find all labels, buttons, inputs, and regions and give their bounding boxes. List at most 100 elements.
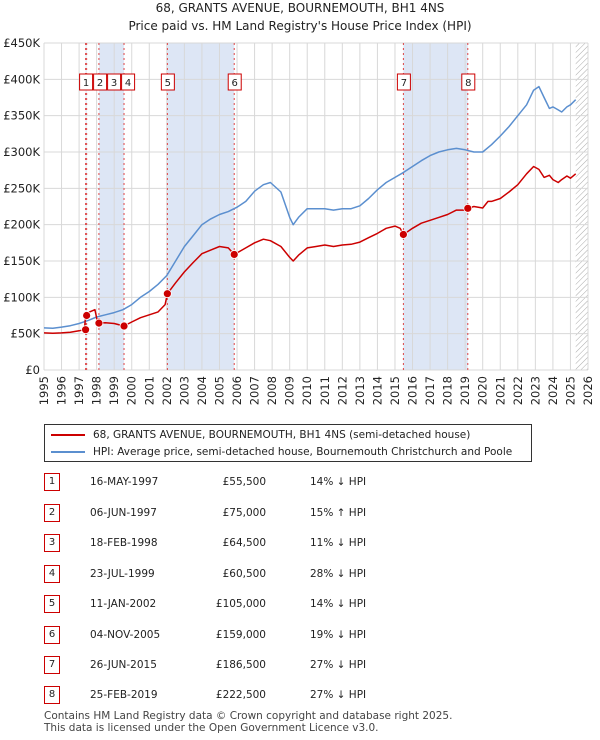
table-row: 6 04-NOV-2005 £159,000 19% ↓ HPI (44, 625, 444, 645)
transaction-date: 11-JAN-2002 (90, 598, 157, 610)
legend-swatch-property (51, 434, 85, 436)
x-tick-label: 2010 (300, 376, 314, 405)
legend: 68, GRANTS AVENUE, BOURNEMOUTH, BH1 4NS … (44, 424, 532, 462)
x-tick-label: 2004 (195, 376, 209, 405)
hpi-line (43, 85, 577, 329)
transaction-number: 7 (44, 656, 60, 674)
x-tick-label: 2006 (230, 376, 244, 405)
transaction-date: 25-FEB-2019 (90, 689, 158, 701)
footer-attribution: Contains HM Land Registry data © Crown c… (44, 710, 452, 734)
transaction-box-label: 6 (232, 78, 238, 89)
transaction-hpi-diff: 11% ↓ HPI (310, 537, 367, 549)
y-tick-label: £450K (3, 36, 40, 50)
transaction-point (81, 325, 90, 335)
x-tick-label: 2003 (177, 376, 191, 405)
chart-title: 68, GRANTS AVENUE, BOURNEMOUTH, BH1 4NS (156, 1, 445, 15)
legend-item-property: 68, GRANTS AVENUE, BOURNEMOUTH, BH1 4NS … (51, 427, 470, 443)
x-tick-label: 1997 (72, 376, 86, 405)
x-tick-label: 2026 (581, 376, 595, 405)
transaction-number: 8 (44, 686, 60, 704)
transaction-price: £75,000 (222, 507, 266, 519)
legend-label-property: 68, GRANTS AVENUE, BOURNEMOUTH, BH1 4NS … (93, 429, 471, 441)
transaction-price: £105,000 (215, 598, 266, 610)
x-tick-label: 2012 (335, 376, 349, 405)
x-tick-label: 2024 (546, 376, 560, 405)
x-tick-label: 2001 (142, 376, 156, 405)
transaction-price: £55,500 (222, 476, 266, 488)
transaction-number: 1 (44, 473, 60, 491)
x-tick-label: 2013 (353, 376, 367, 405)
transaction-number: 3 (44, 534, 60, 552)
transaction-date: 06-JUN-1997 (90, 507, 157, 519)
x-tick-label: 2007 (248, 376, 262, 405)
y-tick-label: £200K (3, 218, 40, 232)
footer-line-2: This data is licensed under the Open Gov… (44, 722, 379, 734)
chart-subtitle: Price paid vs. HM Land Registry's House … (128, 19, 471, 33)
y-tick-label: £0 (25, 363, 40, 377)
y-tick-label: £400K (3, 72, 40, 86)
x-tick-label: 2011 (318, 376, 332, 405)
transaction-box-label: 5 (165, 78, 171, 89)
x-tick-label: 1998 (90, 376, 104, 405)
x-tick-label: 2021 (493, 376, 507, 405)
x-tick-label: 2020 (476, 376, 490, 405)
transaction-hpi-diff: 28% ↓ HPI (310, 568, 367, 580)
transaction-box-label: 3 (111, 78, 117, 89)
legend-label-hpi: HPI: Average price, semi-detached house,… (93, 446, 513, 458)
transaction-number: 2 (44, 504, 60, 522)
table-row: 4 23-JUL-1999 £60,500 28% ↓ HPI (44, 564, 444, 584)
transaction-date: 04-NOV-2005 (90, 629, 161, 641)
transaction-hpi-diff: 14% ↓ HPI (310, 598, 367, 610)
transaction-point (162, 289, 172, 299)
transaction-box (93, 73, 108, 91)
transaction-date: 26-JUN-2015 (90, 659, 157, 671)
transaction-box-label: 8 (465, 78, 471, 89)
table-row: 7 26-JUN-2015 £186,500 27% ↓ HPI (44, 655, 444, 675)
transaction-box (160, 73, 175, 91)
x-tick-label: 2009 (283, 376, 297, 405)
legend-swatch-hpi (51, 451, 85, 453)
x-tick-label: 2014 (370, 376, 384, 405)
x-tick-label: 2023 (528, 376, 542, 405)
transaction-box (227, 73, 242, 91)
transaction-price: £64,500 (222, 537, 266, 549)
ownership-span (167, 43, 235, 370)
y-tick-label: £150K (3, 254, 40, 268)
transaction-hpi-diff: 19% ↓ HPI (310, 629, 367, 641)
ownership-span (85, 43, 87, 370)
legend-item-hpi: HPI: Average price, semi-detached house,… (51, 444, 512, 460)
ownership-span (403, 43, 468, 370)
transaction-box (461, 73, 476, 91)
transaction-point (119, 321, 129, 331)
table-row: 5 11-JAN-2002 £105,000 14% ↓ HPI (44, 594, 444, 614)
transaction-point (463, 203, 473, 213)
x-tick-label: 2025 (563, 376, 577, 405)
x-tick-label: 2005 (212, 376, 226, 405)
transaction-hpi-diff: 27% ↓ HPI (310, 659, 367, 671)
transaction-number: 5 (44, 595, 60, 613)
transaction-date: 16-MAY-1997 (90, 476, 159, 488)
transaction-point (229, 250, 239, 259)
footer-line-1: Contains HM Land Registry data © Crown c… (44, 710, 453, 722)
transaction-number: 4 (44, 565, 60, 583)
x-tick-label: 2017 (423, 376, 437, 405)
y-tick-label: £100K (3, 290, 40, 304)
x-tick-label: 2015 (388, 376, 402, 405)
x-tick-label: 2002 (160, 376, 174, 405)
transaction-box-label: 7 (401, 78, 407, 89)
transaction-point (398, 230, 408, 239)
table-row: 2 06-JUN-1997 £75,000 15% ↑ HPI (44, 503, 444, 523)
x-tick-label: 2000 (125, 376, 139, 405)
table-row: 1 16-MAY-1997 £55,500 14% ↓ HPI (44, 472, 444, 492)
transaction-box-label: 4 (125, 78, 131, 89)
x-tick-label: 2019 (458, 376, 472, 405)
x-tick-label: 1996 (55, 376, 69, 405)
transaction-box (79, 73, 94, 91)
price-chart: 68, GRANTS AVENUE, BOURNEMOUTH, BH1 4NS … (3, 1, 595, 405)
transaction-number: 6 (44, 626, 60, 644)
transaction-price: £159,000 (215, 629, 266, 641)
transaction-box (121, 73, 136, 91)
y-tick-label: £350K (3, 109, 40, 123)
y-tick-label: £300K (3, 145, 40, 159)
y-tick-label: £50K (11, 327, 41, 341)
